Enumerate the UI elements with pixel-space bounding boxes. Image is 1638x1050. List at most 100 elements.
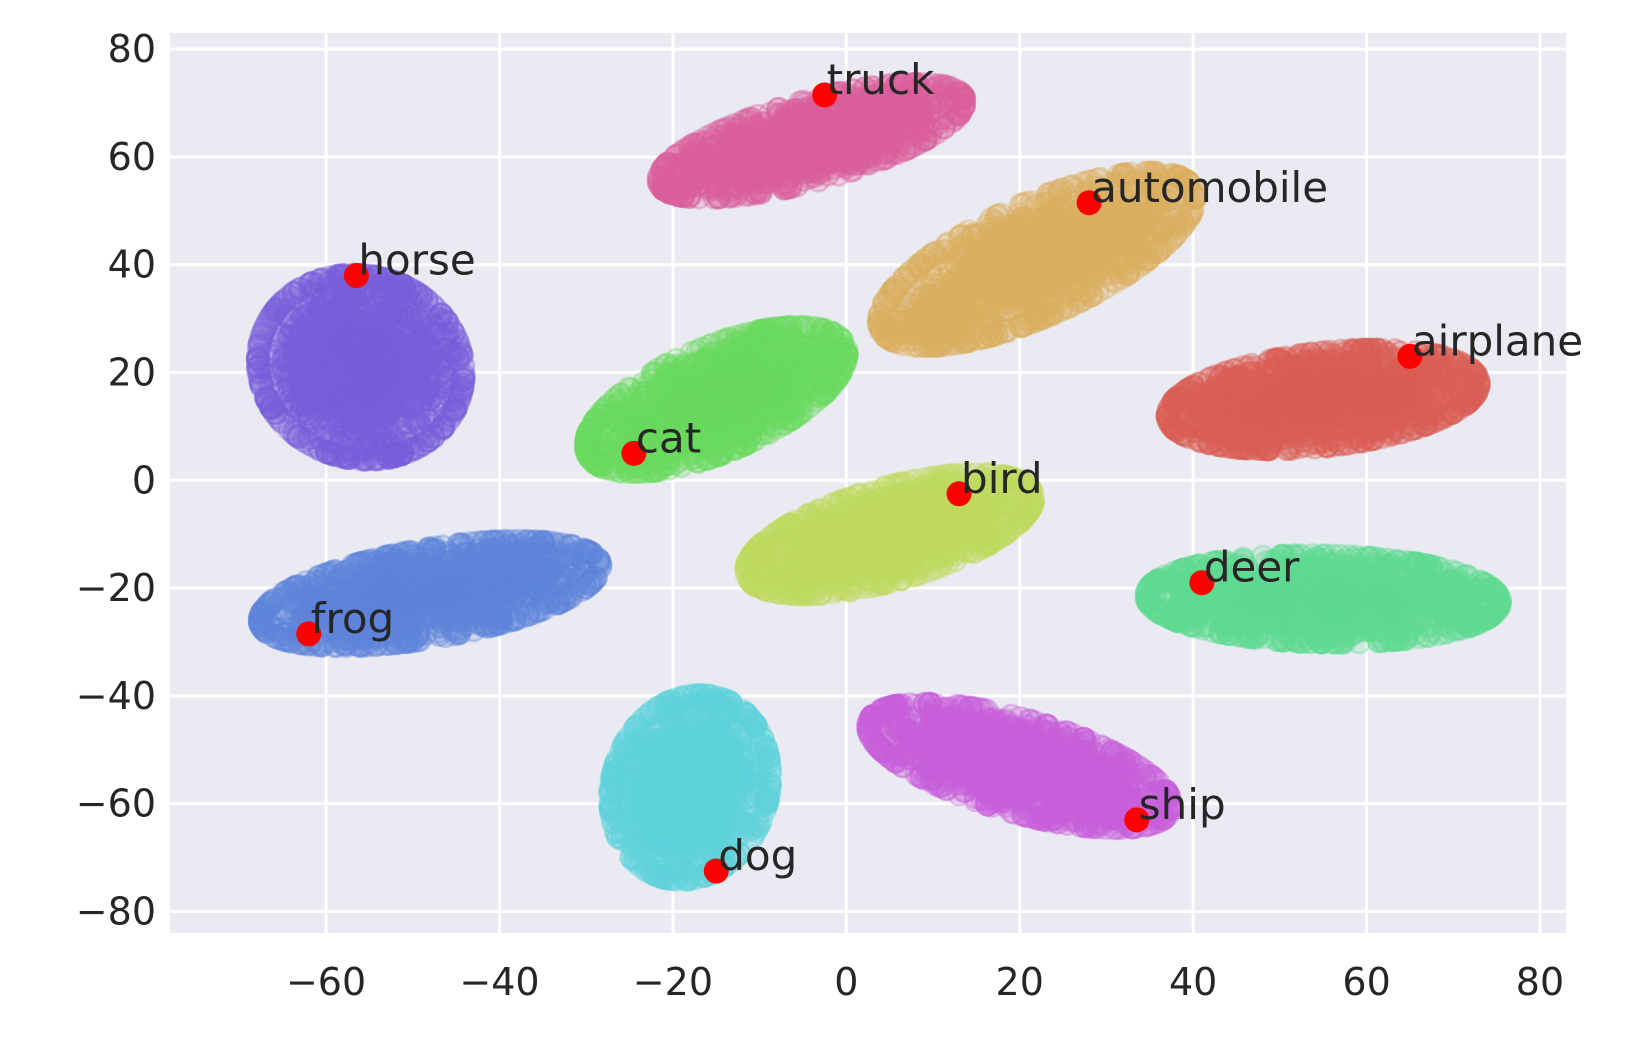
data-point: [774, 170, 799, 196]
data-point: [764, 160, 790, 186]
data-point: [778, 174, 803, 200]
data-point: [926, 83, 951, 108]
data-point: [961, 316, 987, 341]
data-point: [720, 148, 745, 173]
data-point: [819, 140, 845, 165]
data-point: [689, 164, 714, 190]
data-point: [805, 114, 830, 140]
data-point: [774, 105, 799, 131]
data-point: [1376, 396, 1402, 422]
data-point: [816, 126, 842, 152]
data-point: [872, 103, 897, 129]
data-point: [843, 104, 868, 130]
data-point: [854, 92, 880, 117]
data-point: [651, 164, 677, 190]
data-point: [896, 105, 922, 130]
data-point: [794, 111, 820, 136]
data-point: [706, 184, 732, 210]
data-point: [654, 152, 680, 177]
data-point: [270, 358, 295, 383]
data-point: [776, 175, 801, 200]
data-point: [1344, 366, 1370, 391]
data-point: [737, 116, 763, 141]
data-point: [714, 133, 740, 159]
data-point: [885, 109, 910, 134]
data-point: [697, 177, 723, 202]
data-point: [825, 104, 850, 130]
data-point: [742, 145, 767, 170]
data-point: [724, 180, 749, 206]
data-point: [879, 129, 904, 155]
data-point: [329, 421, 354, 446]
data-point: [903, 89, 928, 114]
data-point: [681, 141, 706, 166]
data-point: [680, 144, 706, 170]
data-point: [704, 154, 729, 180]
data-point: [951, 85, 976, 111]
data-point: [289, 398, 314, 423]
data-point: [724, 134, 750, 160]
data-point: [793, 118, 818, 144]
data-point: [901, 71, 927, 97]
data-point: [890, 104, 915, 129]
data-point: [994, 240, 1020, 266]
data-point: [303, 280, 328, 306]
data-point: [448, 341, 474, 366]
data-point: [828, 148, 854, 174]
data-point: [776, 143, 801, 169]
data-point: [807, 131, 832, 156]
data-point: [401, 363, 427, 388]
data-point: [806, 143, 831, 169]
data-point: [761, 129, 787, 155]
data-point: [744, 147, 770, 172]
data-point: [831, 137, 857, 162]
data-point: [1361, 418, 1387, 443]
data-point: [802, 134, 827, 160]
data-point: [742, 179, 768, 204]
data-point: [718, 164, 743, 189]
data-point: [819, 130, 844, 155]
data-point: [783, 143, 809, 169]
data-point: [821, 136, 847, 161]
data-point: [860, 103, 885, 129]
data-point: [780, 136, 805, 161]
data-point: [772, 155, 797, 180]
data-point: [709, 143, 735, 169]
data-point: [905, 333, 930, 358]
data-point: [849, 127, 875, 153]
data-point: [918, 257, 944, 282]
data-point: [856, 111, 882, 136]
data-point: [816, 113, 841, 139]
data-point: [710, 150, 735, 175]
data-point: [924, 120, 949, 145]
data-point: [882, 112, 908, 138]
data-point: [848, 129, 874, 155]
data-point: [877, 114, 903, 139]
data-point: [906, 118, 932, 144]
data-point: [650, 157, 675, 183]
data-point: [668, 153, 693, 178]
data-point: [737, 182, 762, 207]
data-point: [834, 100, 859, 125]
data-point: [1191, 411, 1217, 436]
data-point: [450, 367, 476, 393]
data-point: [774, 115, 800, 141]
data-point: [782, 137, 807, 162]
data-point: [900, 82, 926, 108]
data-point: [817, 137, 842, 163]
data-point: [245, 347, 271, 372]
data-point: [936, 105, 961, 131]
data-point: [945, 103, 971, 128]
data-point: [706, 170, 732, 196]
data-point: [881, 278, 906, 303]
data-point: [766, 117, 792, 142]
data-point: [792, 104, 818, 129]
data-point: [867, 108, 893, 133]
data-point: [748, 159, 774, 185]
data-point: [751, 149, 776, 175]
data-point: [794, 98, 819, 123]
data-point: [664, 178, 689, 203]
data-point: [807, 120, 833, 146]
data-point: [721, 148, 746, 174]
